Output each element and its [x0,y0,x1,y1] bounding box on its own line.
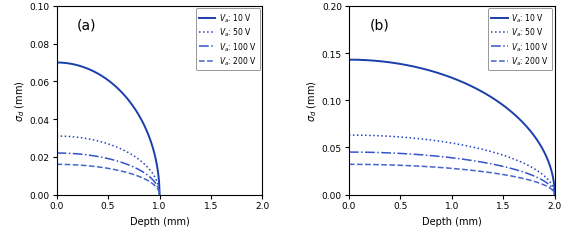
X-axis label: Depth (mm): Depth (mm) [422,216,482,226]
Text: (b): (b) [370,18,389,32]
X-axis label: Depth (mm): Depth (mm) [130,216,190,226]
Legend: $V_a$: 10 V, $V_a$: 50 V, $V_a$: 100 V, $V_a$: 200 V: $V_a$: 10 V, $V_a$: 50 V, $V_a$: 100 V, … [488,9,552,71]
Y-axis label: $\sigma_{d}$ (mm): $\sigma_{d}$ (mm) [13,80,27,122]
Legend: $V_a$: 10 V, $V_a$: 50 V, $V_a$: 100 V, $V_a$: 200 V: $V_a$: 10 V, $V_a$: 50 V, $V_a$: 100 V, … [195,9,260,71]
Text: (a): (a) [77,18,97,32]
Y-axis label: $\sigma_{d}$ (mm): $\sigma_{d}$ (mm) [306,80,319,122]
